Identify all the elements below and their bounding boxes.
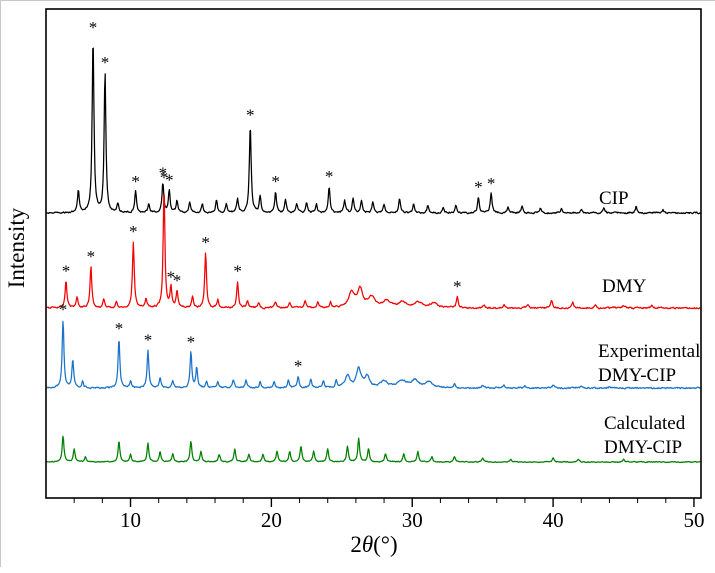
peak-asterisk: * — [87, 247, 96, 266]
peak-asterisk: * — [173, 271, 182, 290]
peak-asterisk: * — [144, 331, 153, 350]
axis-ticks — [73, 498, 695, 507]
peak-asterisk: * — [294, 356, 303, 375]
series-label-cip: CIP — [599, 188, 629, 209]
x-tick-label: 20 — [261, 508, 282, 532]
series-label-dmy: DMY — [602, 276, 647, 297]
x-tick-label: 30 — [402, 508, 423, 532]
peak-asterisk: * — [246, 106, 255, 125]
y-axis-label: Intensity — [4, 207, 29, 288]
series-label-calculated-line1: Calculated — [604, 413, 686, 434]
peak-asterisk: * — [101, 53, 110, 72]
x-tick-label: 50 — [683, 508, 704, 532]
peak-asterisk: * — [115, 319, 124, 338]
x-axis-label: 2θ(°) — [350, 532, 397, 557]
plot-frame — [45, 8, 702, 499]
peak-asterisk: * — [62, 262, 71, 281]
axis-tick-labels: 10 20 30 40 50 — [120, 508, 704, 532]
x-tick-label: 10 — [120, 508, 141, 532]
series-label-calculated-line2: DMY-CIP — [604, 437, 682, 458]
trace-calculated-dmy-cip — [45, 435, 701, 464]
trace-experimental-dmy-cip — [45, 320, 702, 390]
peak-asterisk: * — [167, 268, 176, 287]
peak-asterisk: * — [453, 277, 462, 296]
peak-asterisk: * — [474, 177, 483, 196]
asterisk-group: *** **** ** ************* ** — [59, 18, 496, 375]
peak-asterisk: * — [271, 172, 280, 191]
peak-asterisk: * — [487, 174, 496, 193]
x-tick-label: 40 — [543, 508, 564, 532]
series-label-experimental-line1: Experimental — [598, 341, 700, 362]
peak-asterisk: * — [131, 172, 140, 191]
peak-asterisk: * — [59, 300, 68, 319]
peak-asterisk: * — [187, 333, 196, 352]
peak-asterisk: * — [325, 167, 334, 186]
peak-asterisk: * — [129, 222, 138, 241]
peak-asterisk: * — [233, 262, 242, 281]
series-label-experimental-line2: DMY-CIP — [598, 365, 676, 386]
peak-asterisk: * — [89, 18, 98, 37]
trace-dmy — [45, 194, 701, 310]
peak-asterisk: * — [165, 170, 174, 189]
peak-asterisk: * — [160, 168, 169, 187]
peak-asterisk: * — [201, 233, 210, 252]
trace-cip — [45, 47, 702, 215]
peak-asterisk: * — [159, 163, 168, 182]
trace-group — [45, 47, 702, 464]
